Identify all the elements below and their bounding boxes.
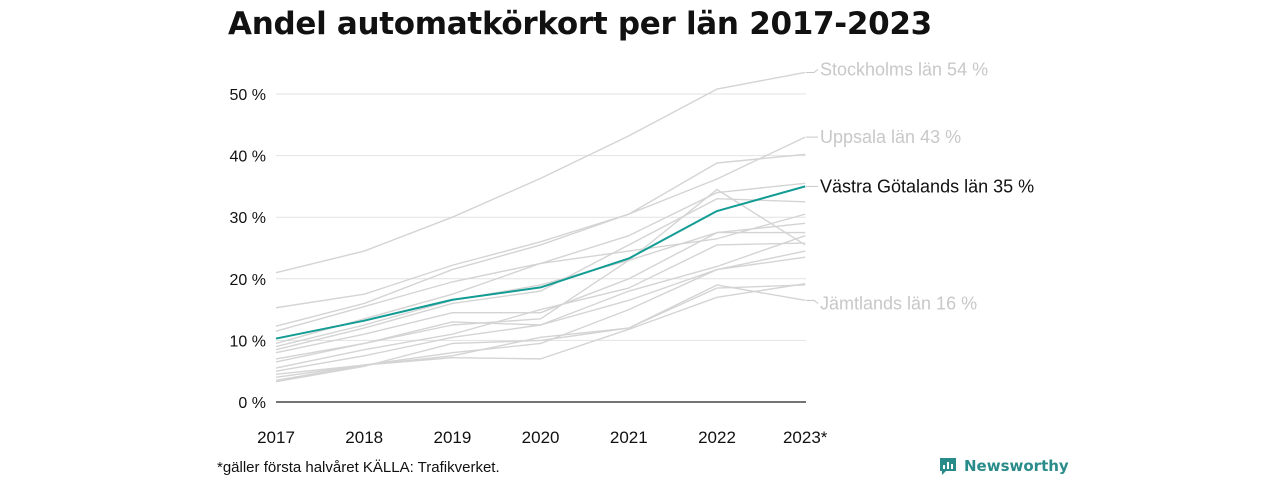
end-label: Uppsala län 43 % xyxy=(820,127,961,147)
series-line xyxy=(275,250,806,372)
highlight-series-line xyxy=(275,185,806,340)
series-line xyxy=(275,284,806,379)
series-line xyxy=(275,231,806,354)
chart-title: Andel automatkörkort per län 2017-2023 xyxy=(228,6,932,42)
series-line xyxy=(275,284,806,383)
footnote: *gäller första halvåret KÄLLA: Trafikver… xyxy=(217,459,500,476)
x-tick-label: 2020 xyxy=(522,428,560,447)
brand-name: Newsworthy xyxy=(964,457,1069,475)
y-axis-tick-labels: 0 % 10 % 20 % 30 % 40 % 50 % xyxy=(230,87,266,412)
y-tick-label: 30 % xyxy=(230,210,266,227)
end-label: Västra Götalands län 35 % xyxy=(820,176,1034,196)
series-line xyxy=(275,136,806,309)
brand-logo[interactable]: Newsworthy xyxy=(938,456,1069,476)
x-axis-tick-labels: 2017 2018 2019 2020 2021 2022 2023* xyxy=(257,428,828,447)
series-line xyxy=(275,188,806,363)
series-lines xyxy=(275,71,806,383)
gridlines xyxy=(276,93,806,403)
x-tick-label: 2023* xyxy=(783,428,828,447)
y-tick-label: 10 % xyxy=(230,333,266,350)
x-tick-label: 2022 xyxy=(698,428,736,447)
end-label: Stockholms län 54 % xyxy=(820,59,988,79)
x-tick-label: 2021 xyxy=(610,428,648,447)
x-tick-label: 2018 xyxy=(345,428,383,447)
end-label-leader xyxy=(806,299,819,304)
y-tick-label: 0 % xyxy=(238,395,266,412)
end-label: Jämtlands län 16 % xyxy=(820,293,977,313)
series-line xyxy=(275,242,806,369)
series-line xyxy=(275,198,806,351)
y-tick-label: 50 % xyxy=(230,87,266,104)
y-tick-label: 20 % xyxy=(230,272,266,289)
series-line xyxy=(275,283,806,382)
x-tick-label: 2017 xyxy=(257,428,295,447)
x-tick-label: 2019 xyxy=(433,428,471,447)
y-tick-label: 40 % xyxy=(230,149,266,166)
end-label-leader xyxy=(806,68,819,73)
end-labels: Stockholms län 54 % Uppsala län 43 % Västr… xyxy=(806,59,1034,313)
series-line xyxy=(275,71,806,274)
bar-chart-speech-bubble-icon xyxy=(940,458,956,475)
series-line xyxy=(275,153,806,327)
series-line xyxy=(275,213,806,345)
